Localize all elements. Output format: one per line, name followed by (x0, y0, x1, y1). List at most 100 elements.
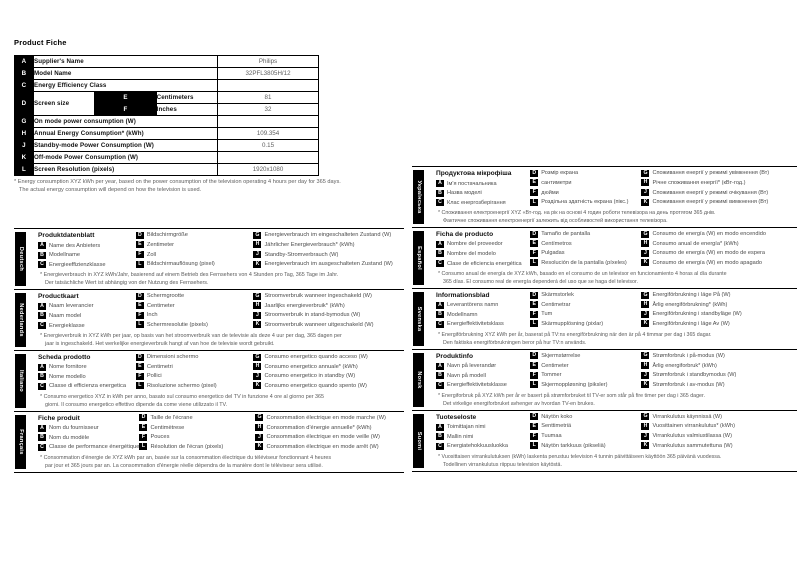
entry-label: Centimetri (146, 363, 173, 370)
entry-label: Centimètrese (150, 424, 185, 431)
entry-label: Skärmupplösning (pixlar) (541, 320, 604, 327)
language-entry: K Consumo energetico quando spento (W) (253, 381, 404, 390)
language-entry: H Consumo energetico annuale* (kWh) (253, 362, 404, 371)
language-entry: L Resolución de la pantalla (píxeles) (530, 258, 641, 267)
language-block-norsk: Norsk Produktinfo A Navn på leverandør B Navn… (412, 348, 797, 411)
language-entry: F Inch (135, 311, 254, 320)
entry-letter-badge: A (38, 424, 46, 432)
entry-label: Consommation électrique en mode arrêt (W… (266, 443, 379, 450)
language-entry: K Virrankulutus sammutettuna (W) (641, 441, 797, 450)
language-block-español: Español Ficha de producto A Nombre del prov… (412, 226, 797, 290)
entry-label: Strømforbruk i av-modus (W) (652, 381, 725, 388)
entry-letter-badge: B (38, 251, 46, 259)
entry-label: Energieffektivitetsklasse (447, 382, 507, 389)
language-entry: G Consommation électrique en mode marche … (255, 413, 404, 422)
table-row: G On mode power consumption (W) (14, 115, 319, 128)
entry-letter-badge: A (38, 302, 46, 310)
entry-label: Toimittajan nimi (447, 424, 486, 431)
entry-letter-badge: G (253, 231, 262, 239)
entry-label: Consumo energetico in standby (W) (264, 373, 356, 380)
entry-label: Inch (146, 312, 158, 319)
row-value: 1920x1080 (217, 163, 319, 176)
entry-label: Senttimetriä (541, 423, 572, 430)
row-letter: G (14, 115, 34, 128)
entry-label: Navn på leverandør (447, 363, 497, 370)
language-entry: J Consommation électrique en mode veille … (255, 433, 404, 442)
language-entry: G Consumo energetico quando acceso (W) (253, 353, 404, 362)
language-heading: Fiche produit (38, 414, 80, 422)
language-entry: A Navn på leverandør (436, 362, 530, 371)
table-row: K Off-mode Power Consumption (W) (14, 151, 319, 164)
language-entry: G Strømforbruk i på-modus (W) (641, 351, 797, 360)
language-tab: Español (413, 230, 424, 286)
footnote-line-1: * Energy consumption XYZ kWh per year, b… (14, 179, 341, 185)
language-footnote: * Consumo energetico XYZ in kWh per anno… (38, 393, 404, 409)
row-value: 0.15 (217, 139, 319, 152)
entry-letter-badge: B (436, 189, 444, 197)
entry-label: Consumo energetico quando spento (W) (264, 382, 367, 389)
language-footnote: * Consumo anual de energía de XYZ kWh, b… (436, 270, 797, 286)
language-footnote-line-2: Todellinen virrankulutus riippuu televis… (443, 461, 562, 468)
language-entry: C Energieklasse (38, 321, 136, 330)
entry-letter-badge: J (253, 372, 262, 380)
entry-letter-badge: F (135, 311, 144, 319)
language-footnote: * Energiforbruk på XYZ kWh per år er bas… (436, 392, 797, 408)
language-entry: G Stroomverbruik wanneer ingeschakeld (W) (253, 292, 404, 301)
row-value: 32PFL3805H/12 (217, 67, 319, 80)
language-grid: Ficha de producto A Nombre del proveedor B N… (436, 230, 797, 269)
entry-letter-badge: H (253, 241, 262, 249)
language-tab: Norsk (413, 352, 424, 407)
entry-label: Centimeter (146, 302, 175, 309)
language-heading: Informationsblad (436, 291, 490, 299)
entry-letter-badge: A (436, 362, 444, 370)
entry-letter-badge: J (641, 432, 650, 440)
entry-letter-badge: D (135, 231, 144, 239)
language-tab-label: Suomi (415, 431, 422, 450)
language-entry: A Nome fornitore (38, 363, 136, 372)
row-letter: H (14, 127, 34, 140)
entry-label: Tum (541, 311, 553, 318)
language-entry: K Consumo de energía (W) en modo apagado (641, 258, 797, 267)
language-block-italiano: Italiano Scheda prodotto A Nome fornitore B N… (14, 349, 404, 413)
entry-letter-badge: E (530, 179, 539, 187)
language-entry: H Årlig energiförbrukning* (kWh) (641, 300, 797, 309)
table-row: A Supplier's Name Philips (14, 55, 319, 68)
row-letter: E (94, 91, 157, 104)
entry-letter-badge: H (641, 422, 650, 430)
entry-label: Taille de l'écrane (150, 414, 193, 421)
entry-label: Schermgrootte (146, 293, 185, 300)
entry-label: Classe di efficienza energetica (49, 383, 127, 390)
entry-letter-badge: B (436, 311, 444, 319)
entry-letter-badge: C (38, 322, 46, 330)
language-entry: D Dimensioni schermo (135, 353, 254, 362)
language-entry: F Zoll (135, 250, 254, 259)
entry-label: Energiförbrukning i standbyläge (W) (652, 311, 742, 318)
language-col-2: D Skärmstorlek E Centimetrar F Tum L Skärmupplö… (530, 291, 641, 330)
language-footnote-line-2: Der tatsächliche Wert ist abhängig von d… (45, 280, 209, 287)
row-letter: D (14, 91, 34, 116)
row-value (217, 151, 319, 164)
language-block-українська: Українська Продуктова мікрофіша A Ім'я пост… (412, 166, 797, 229)
row-letter: A (14, 55, 34, 68)
language-entry: F Pouces (139, 433, 255, 442)
language-tab-label: Italiano (17, 369, 24, 392)
entry-label: Naam model (49, 312, 82, 319)
row-label: Off-mode Power Consumption (W) (33, 151, 218, 164)
entry-letter-badge: A (38, 363, 46, 371)
entry-label: Strømforbruk i på-modus (W) (652, 352, 725, 359)
language-entry: F Pollici (135, 372, 254, 381)
language-footnote-line-1: * Energiförbrukning XYZ kWh per år, base… (438, 332, 712, 339)
language-tab: Suomi (413, 413, 424, 468)
table-row: F Inches 32 (15, 103, 319, 116)
language-entry: G Energiförbrukning i läge På (W) (641, 291, 797, 300)
entry-label: Energiatehokkuusluokka (447, 443, 508, 450)
entry-letter-badge: C (436, 442, 444, 450)
entry-letter-badge: B (38, 434, 46, 442)
row-label: Model Name (33, 67, 218, 80)
entry-label: Nome modello (49, 373, 86, 380)
language-footnote-line-2: 365 días. El consumo real de energía dep… (443, 279, 638, 286)
language-tab: Українська (413, 170, 424, 225)
language-entry: G Virrankulutus käynnissä (W) (641, 412, 797, 421)
entry-letter-badge: C (38, 382, 46, 390)
